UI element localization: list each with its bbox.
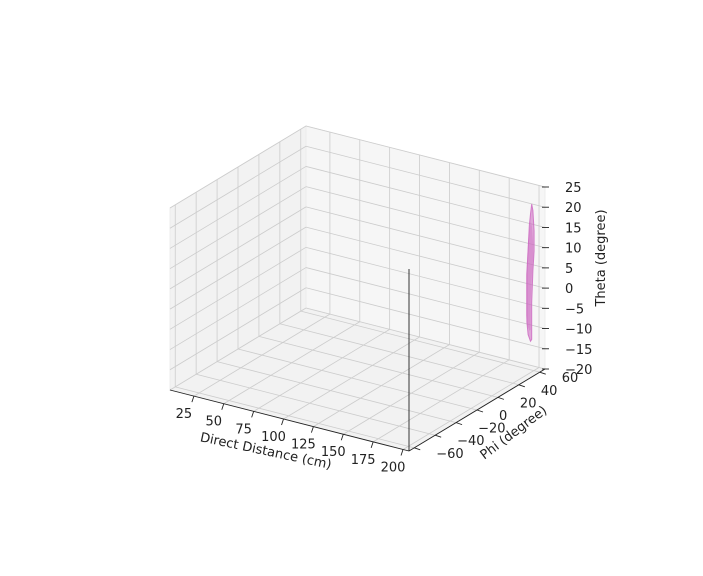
y-tick (414, 447, 421, 451)
axis-lines (169, 186, 549, 456)
x-axis-line (169, 389, 410, 452)
grid-line-z-left (169, 287, 307, 371)
grid-line-y-floor (300, 310, 540, 373)
z-tick-label: −20 (565, 363, 592, 378)
z-tick-label: 10 (565, 242, 582, 257)
grid-line-y-floor (216, 361, 457, 424)
grid-line-z-back (305, 145, 546, 208)
grid-line-z-left (169, 267, 307, 350)
grid-line-z-back (305, 206, 546, 269)
grid-line-z-left (169, 206, 307, 290)
surface-patch-inner (526, 221, 534, 331)
x-tick (191, 395, 195, 403)
grid-line-z-back (305, 186, 546, 249)
y-tick-label: 40 (541, 384, 558, 399)
grid-line-z-left (169, 186, 307, 270)
grid-line-z-back (305, 166, 546, 228)
x-tick (310, 426, 314, 433)
data-series (526, 203, 535, 343)
surface-patch (526, 203, 535, 343)
x-tick-label: 175 (351, 453, 376, 468)
tick-labels: 255075100125150175200−60−40−200204060−20… (176, 181, 593, 475)
grid-line-z-left (169, 246, 307, 330)
y-tick-label: 0 (499, 409, 507, 424)
x-tick-label: 25 (176, 407, 193, 422)
z-tick-label: 25 (565, 181, 582, 196)
y-tick-label: −40 (457, 434, 484, 449)
y-tick-label: −20 (478, 422, 505, 437)
x-tick-label: 50 (206, 415, 223, 430)
grid-lines (169, 125, 546, 450)
grid-line-z-left (169, 166, 307, 249)
x-tick-label: 75 (235, 422, 252, 437)
y-tick (476, 409, 484, 413)
grid-line-z-back (305, 267, 546, 329)
grid-line-z-back (305, 226, 546, 289)
grid-line-z-back (305, 307, 546, 370)
x-tick-label: 125 (291, 438, 316, 453)
grid-line-z-left (169, 307, 307, 391)
grid-line-y-floor (175, 386, 415, 449)
x-tick-label: 150 (321, 445, 346, 460)
z-axis-label: Theta (degree) (594, 209, 609, 307)
y-tick-label: −60 (436, 447, 463, 462)
grid-line-y-floor (258, 335, 499, 398)
x-tick (251, 411, 255, 418)
z-tick-label: −5 (565, 302, 584, 317)
grid-line-z-back (305, 287, 546, 350)
x-tick (281, 418, 284, 426)
z-tick-label: 0 (565, 282, 573, 297)
y-tick-label: 20 (520, 396, 537, 411)
x-tick (400, 449, 404, 456)
x-tick-label: 200 (381, 460, 406, 475)
grid-line-z-left (169, 125, 307, 209)
y-tick (539, 371, 546, 375)
x-tick (340, 434, 344, 441)
y-tick (497, 396, 505, 400)
grid-line-z-back (305, 125, 546, 188)
x-tick (370, 441, 374, 448)
z-tick-label: 5 (565, 262, 573, 277)
grid-line-z-left (169, 145, 307, 229)
x-tick (221, 403, 225, 410)
grid-line-y-floor (279, 323, 519, 386)
y-tick-label: 60 (562, 371, 579, 386)
z-tick-label: −15 (565, 343, 592, 358)
x-tick-label: 100 (261, 430, 286, 445)
z-tick-label: −10 (565, 323, 592, 338)
grid-line-z-back (305, 246, 546, 309)
y-tick (435, 434, 442, 438)
y-tick (518, 384, 525, 388)
grid-line-y-floor (237, 348, 478, 411)
grid-line-y-floor (196, 373, 436, 436)
z-tick-label: 20 (565, 201, 582, 216)
y-tick (455, 422, 463, 426)
grid-line-z-left (169, 226, 307, 310)
z-tick-label: 15 (565, 221, 582, 236)
